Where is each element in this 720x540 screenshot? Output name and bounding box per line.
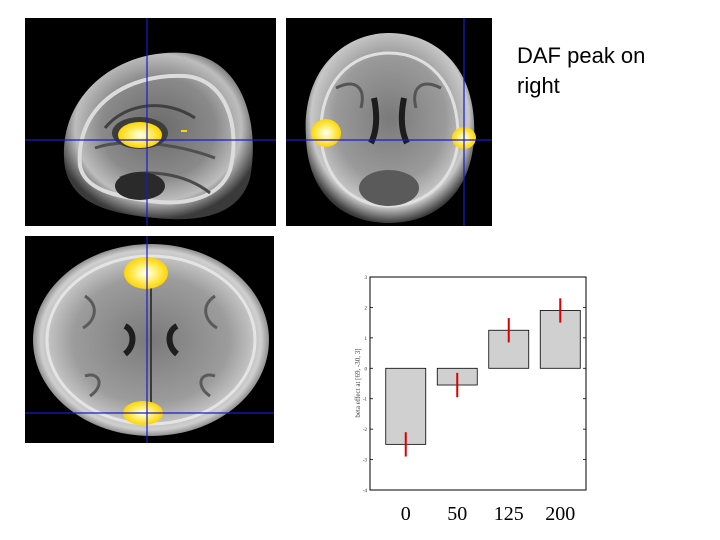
y-tick-label: 2 [365, 306, 368, 311]
sagittal-brain-image [25, 18, 276, 226]
y-tick-label: 3 [365, 276, 368, 281]
y-tick-label: -1 [363, 398, 368, 403]
axial-brain-slice [25, 236, 274, 443]
x-category-label: 200 [545, 503, 575, 525]
parameter-estimate-bar-chart: -4 -3 -2 -1 0 1 2 3 0 50 125 200 beta effect at [6… [354, 276, 587, 525]
y-axis-label: beta effect at [69, -30, 3] [354, 348, 362, 417]
caption-line-2: right [517, 73, 560, 98]
coronal-brain-image [286, 18, 492, 226]
x-category-label: 0 [401, 503, 411, 525]
activation-blob [118, 122, 162, 148]
coronal-brain-slice [286, 18, 492, 226]
x-axis-labels: 0 50 125 200 [401, 503, 576, 525]
bar-0 [385, 367, 427, 445]
x-category-label: 50 [447, 503, 467, 525]
y-tick-label: -3 [363, 459, 368, 464]
caption: DAF peak on right [517, 41, 707, 101]
y-axis-ticks: -4 -3 -2 -1 0 1 2 3 [363, 276, 586, 494]
y-tick-label: 1 [365, 337, 368, 342]
y-tick-label: -2 [363, 428, 368, 433]
bars-group [385, 310, 581, 445]
x-category-label: 125 [494, 503, 524, 525]
caption-line-1: DAF peak on [517, 43, 646, 68]
axial-brain-image [25, 236, 274, 443]
activation-blob-left [311, 119, 341, 147]
y-tick-label: -4 [363, 489, 368, 494]
activation-blob-top [124, 257, 168, 289]
sagittal-brain-slice [25, 18, 276, 226]
error-bars-group [404, 298, 562, 457]
y-tick-label: 0 [365, 367, 368, 372]
plot-frame [369, 276, 587, 491]
